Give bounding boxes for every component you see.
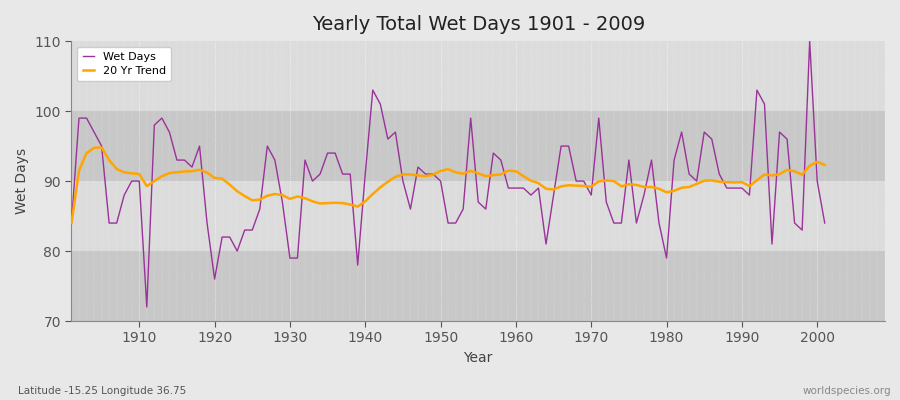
Text: Latitude -15.25 Longitude 36.75: Latitude -15.25 Longitude 36.75 [18, 386, 186, 396]
20 Yr Trend [639, 185, 650, 190]
20 Yr Trend [819, 162, 830, 167]
20 Yr Trend [601, 178, 612, 183]
Wet Days [639, 193, 650, 198]
Wet Days [66, 221, 77, 226]
X-axis label: Year: Year [464, 351, 493, 365]
Wet Days [601, 200, 612, 204]
Wet Days [805, 39, 815, 44]
20 Yr Trend [262, 193, 273, 198]
Line: 20 Yr Trend: 20 Yr Trend [71, 148, 824, 223]
20 Yr Trend [96, 145, 107, 150]
Bar [71, 181, 885, 251]
20 Yr Trend [420, 174, 431, 178]
20 Yr Trend [126, 171, 137, 176]
Wet Days [262, 144, 273, 148]
Wet Days [119, 193, 130, 198]
Y-axis label: Wet Days: Wet Days [15, 148, 29, 214]
Title: Yearly Total Wet Days 1901 - 2009: Yearly Total Wet Days 1901 - 2009 [311, 15, 645, 34]
Wet Days [526, 193, 536, 198]
20 Yr Trend [526, 178, 536, 183]
Line: Wet Days: Wet Days [71, 41, 824, 307]
Text: worldspecies.org: worldspecies.org [803, 386, 891, 396]
Wet Days [819, 221, 830, 226]
Bar [71, 251, 885, 321]
Bar [71, 41, 885, 111]
Wet Days [141, 305, 152, 310]
Wet Days [420, 172, 431, 176]
Legend: Wet Days, 20 Yr Trend: Wet Days, 20 Yr Trend [77, 47, 171, 81]
20 Yr Trend [66, 221, 77, 226]
Bar [71, 111, 885, 181]
